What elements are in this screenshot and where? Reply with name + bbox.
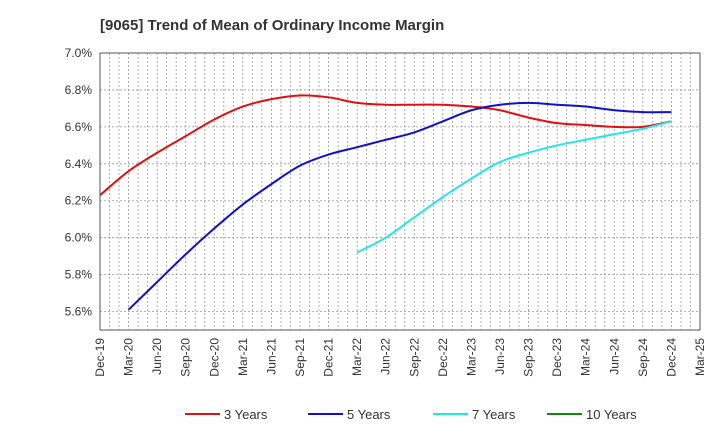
series-line-5-years xyxy=(127,101,672,311)
x-tick-label: Mar-21 xyxy=(236,338,250,376)
x-axis-ticks: Dec-19 Mar-20 Jun-20 Sep-20 Dec-20 Mar-21 Jun-… xyxy=(93,338,707,377)
y-tick-label: 6.4% xyxy=(65,157,93,171)
x-tick-label: Jun-21 xyxy=(264,338,278,375)
y-tick-label: 5.6% xyxy=(65,305,93,319)
x-tick-label: Jun-24 xyxy=(607,338,621,375)
x-tick-label: Dec-22 xyxy=(436,338,450,377)
x-tick-label: Dec-23 xyxy=(550,338,564,377)
y-tick-label: 7.0% xyxy=(65,46,93,60)
y-tick-label: 6.2% xyxy=(65,194,93,208)
x-tick-label: Mar-25 xyxy=(693,338,707,376)
legend-label: 7 Years xyxy=(472,407,516,422)
grid xyxy=(100,53,700,330)
x-tick-label: Jun-23 xyxy=(493,338,507,375)
x-tick-label: Dec-19 xyxy=(93,338,107,377)
legend-label: 10 Years xyxy=(586,407,637,422)
legend-label: 5 Years xyxy=(347,407,391,422)
x-tick-label: Dec-20 xyxy=(207,338,221,377)
y-tick-label: 6.8% xyxy=(65,83,93,97)
series-line-3-years xyxy=(99,94,672,196)
x-tick-label: Sep-21 xyxy=(293,338,307,377)
series-lines xyxy=(99,94,672,311)
x-tick-label: Jun-20 xyxy=(150,338,164,375)
x-tick-label: Mar-23 xyxy=(464,338,478,376)
x-tick-label: Sep-24 xyxy=(636,338,650,377)
chart-title: [9065] Trend of Mean of Ordinary Income … xyxy=(100,17,444,34)
x-tick-label: Dec-24 xyxy=(664,338,678,377)
y-axis-ticks: 5.6% 5.8% 6.0% 6.2% 6.4% 6.6% 6.8% 7.0% xyxy=(65,46,93,319)
legend-label: 3 Years xyxy=(224,407,268,422)
x-tick-label: Sep-22 xyxy=(407,338,421,377)
x-tick-label: Mar-22 xyxy=(350,338,364,376)
series-line-7-years xyxy=(356,120,672,254)
x-tick-label: Mar-24 xyxy=(579,338,593,376)
plot-frame xyxy=(99,52,701,331)
x-tick-label: Mar-20 xyxy=(122,338,136,376)
y-tick-label: 5.8% xyxy=(65,268,93,282)
x-tick-label: Sep-20 xyxy=(179,338,193,377)
x-tick-label: Jun-22 xyxy=(379,338,393,375)
legend: 3 Years 5 Years 7 Years 10 Years xyxy=(185,407,637,422)
y-tick-label: 6.0% xyxy=(65,231,93,245)
x-tick-label: Sep-23 xyxy=(522,338,536,377)
y-tick-label: 6.6% xyxy=(65,120,93,134)
x-tick-label: Dec-21 xyxy=(322,338,336,377)
